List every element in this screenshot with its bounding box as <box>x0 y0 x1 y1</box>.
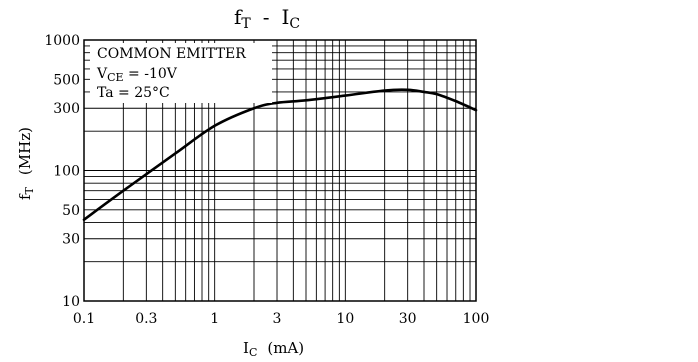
y-axis-label: fT (MHz) <box>16 127 36 200</box>
x-tick-label: 100 <box>463 311 490 327</box>
chart-title-right-sub: C <box>289 16 300 32</box>
x-tick-label: 1 <box>210 311 219 327</box>
chart-title-right: I <box>282 5 290 29</box>
series-line-0 <box>82 88 478 221</box>
plot-frame <box>83 39 477 302</box>
y-tick-label: 30 <box>62 232 80 248</box>
chart-title-main-sub: T <box>241 16 251 32</box>
y-axis-label-unit: (MHz) <box>16 127 34 175</box>
y-tick-label: 1000 <box>44 33 80 49</box>
y-tick-label: 50 <box>62 203 80 219</box>
y-tick-label: 10 <box>62 294 80 310</box>
chart-title-main: f <box>234 5 243 29</box>
y-tick-label: 500 <box>53 72 80 88</box>
x-tick-label: 30 <box>399 311 417 327</box>
annotation-background <box>90 43 272 103</box>
x-axis-label-sub: C <box>249 346 257 359</box>
annotation-box: COMMON EMITTER VCE = -10V Ta = 25°C <box>90 43 272 103</box>
x-axis-label-unit: (mA) <box>267 339 304 357</box>
annotation-line-2: VCE = -10V <box>96 66 178 84</box>
x-axis-label-main: I <box>243 339 249 357</box>
y-tick-label: 300 <box>53 101 80 117</box>
x-tick-label: 0.3 <box>135 311 157 327</box>
curve-layer <box>82 88 478 221</box>
x-tick-label: 10 <box>336 311 354 327</box>
chart-title: fT - IC <box>234 5 300 32</box>
y-axis-label-main: f <box>16 193 34 200</box>
annotation-line-3: Ta = 25°C <box>97 85 170 101</box>
annotation-line-1: COMMON EMITTER <box>97 46 246 62</box>
annotation-line-2-main: V <box>96 66 108 82</box>
x-tick-label: 3 <box>273 311 282 327</box>
annotation-line-2-rest: = -10V <box>124 66 178 82</box>
tick-layer: 10 30 50 100 300 500 1000 0.1 0.3 1 3 10 30 100 <box>44 33 489 327</box>
chart-title-dash: - <box>263 5 270 29</box>
x-axis-label: IC (mA) <box>243 339 304 359</box>
y-axis-label-sub: T <box>23 186 36 194</box>
annotation-line-2-sub: CE <box>107 71 123 84</box>
x-tick-label: 0.1 <box>73 311 95 327</box>
y-tick-label: 100 <box>53 164 80 180</box>
